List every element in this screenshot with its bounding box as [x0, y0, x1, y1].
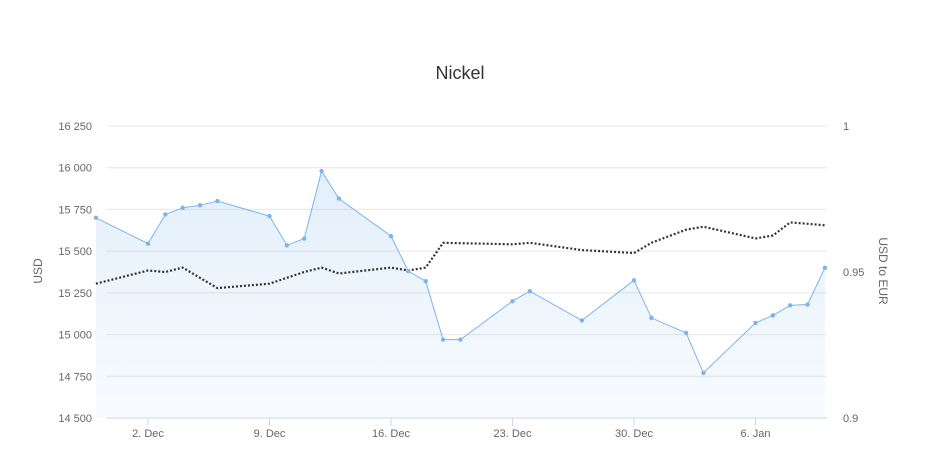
data-point — [423, 278, 428, 284]
left-tick-label: 16 000 — [58, 163, 92, 175]
data-point — [458, 337, 463, 342]
data-point — [197, 203, 203, 208]
data-point — [267, 213, 272, 219]
left-axis-ticks: 14 500 14 750 15 000 15 250 15 500 15 750 16 0… — [58, 121, 92, 425]
data-point — [701, 370, 706, 376]
x-axis-ticks: 2. Dec 9. Dec 16. Dec 23. Dec 30. Dec 6. Jan — [132, 418, 770, 440]
x-tick-label: 23. Dec — [494, 428, 532, 440]
right-tick-label: 1 — [843, 121, 849, 133]
left-tick-label: 14 500 — [58, 413, 92, 425]
left-tick-label: 15 750 — [58, 204, 92, 216]
left-tick-label: 15 000 — [58, 330, 92, 342]
data-point — [163, 212, 168, 217]
data-point — [284, 243, 290, 248]
data-point — [440, 337, 446, 342]
data-point — [788, 303, 793, 308]
data-point — [302, 236, 307, 241]
data-point — [753, 320, 758, 326]
series-line-usd-to-eur — [95, 221, 825, 290]
x-tick-label: 30. Dec — [615, 428, 653, 440]
data-point — [649, 315, 654, 321]
x-tick-label: 16. Dec — [372, 428, 410, 440]
area-layer — [95, 171, 825, 418]
data-point — [180, 205, 185, 210]
data-point — [822, 265, 828, 271]
data-point — [388, 233, 394, 239]
data-point — [631, 278, 637, 283]
data-point — [406, 268, 411, 274]
x-tick-label: 9. Dec — [254, 428, 286, 440]
x-tick-label: 6. Jan — [741, 428, 771, 440]
series-area — [95, 171, 825, 418]
right-tick-label: 0.9 — [843, 413, 858, 425]
marker-layer — [93, 168, 828, 376]
chart-title: Nickel — [435, 63, 484, 83]
right-axis-label: USD to EUR — [876, 237, 890, 305]
data-point — [527, 288, 533, 294]
left-axis-label: USD — [31, 258, 45, 284]
right-tick-label: 0.95 — [843, 267, 864, 279]
data-point — [770, 313, 776, 318]
data-point — [215, 198, 220, 204]
left-tick-label: 15 250 — [58, 288, 92, 300]
left-tick-label: 16 250 — [58, 121, 92, 133]
right-axis-ticks: 0.9 0.95 1 — [843, 121, 864, 425]
data-point — [93, 215, 99, 220]
data-point — [579, 318, 585, 323]
left-tick-label: 15 500 — [58, 246, 92, 258]
left-tick-label: 14 750 — [58, 371, 92, 383]
data-point — [145, 241, 151, 246]
data-point — [510, 299, 515, 304]
data-point — [805, 302, 810, 307]
x-tick-label: 2. Dec — [132, 428, 164, 440]
data-point — [336, 196, 342, 201]
line-layer — [95, 169, 826, 374]
data-point — [319, 168, 324, 174]
data-point — [683, 330, 689, 336]
series-line-usd — [95, 169, 826, 374]
